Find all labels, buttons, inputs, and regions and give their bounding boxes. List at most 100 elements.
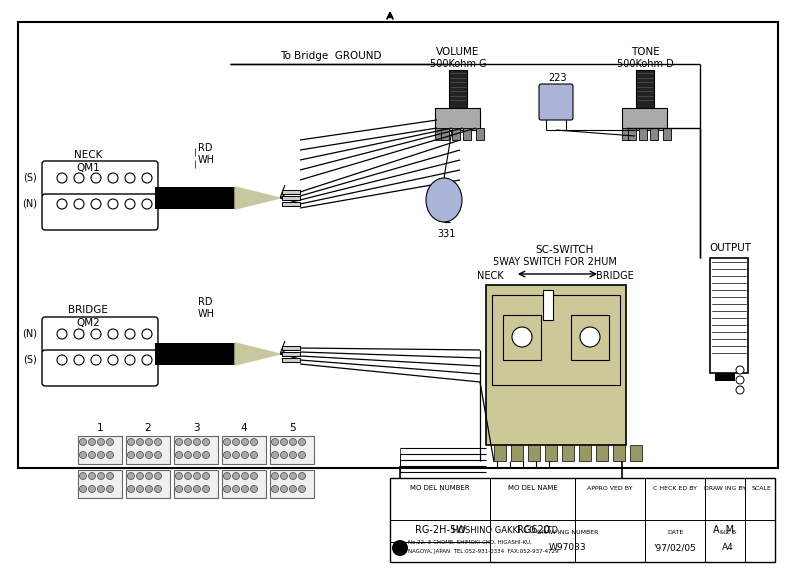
Bar bbox=[174, 470, 218, 498]
Circle shape bbox=[125, 173, 135, 183]
Bar bbox=[710, 258, 748, 373]
Text: WH: WH bbox=[198, 155, 215, 165]
Text: A4: A4 bbox=[722, 544, 734, 553]
Circle shape bbox=[125, 199, 135, 209]
Circle shape bbox=[98, 438, 105, 445]
Circle shape bbox=[154, 452, 162, 458]
Text: BRIDGE: BRIDGE bbox=[68, 305, 108, 315]
Circle shape bbox=[175, 486, 182, 492]
Circle shape bbox=[242, 486, 249, 492]
Text: OUTPUT: OUTPUT bbox=[709, 243, 751, 253]
Circle shape bbox=[142, 355, 152, 365]
Circle shape bbox=[154, 438, 162, 445]
Circle shape bbox=[79, 473, 86, 479]
Circle shape bbox=[250, 452, 258, 458]
Text: 500Kohm D: 500Kohm D bbox=[617, 59, 674, 69]
Text: NAGOYA, JAPAN  TEL:052-931-0334  FAX:052-937-4729: NAGOYA, JAPAN TEL:052-931-0334 FAX:052-9… bbox=[408, 549, 558, 554]
Circle shape bbox=[250, 473, 258, 479]
Bar bbox=[435, 108, 480, 130]
Circle shape bbox=[74, 199, 84, 209]
Circle shape bbox=[202, 473, 210, 479]
Text: (N): (N) bbox=[22, 329, 37, 339]
Circle shape bbox=[57, 173, 67, 183]
Bar bbox=[282, 358, 300, 362]
Text: 2: 2 bbox=[145, 423, 151, 433]
Circle shape bbox=[142, 329, 152, 339]
Circle shape bbox=[194, 452, 201, 458]
Circle shape bbox=[154, 473, 162, 479]
Circle shape bbox=[89, 452, 95, 458]
Circle shape bbox=[392, 540, 408, 556]
Circle shape bbox=[74, 173, 84, 183]
Bar bbox=[222, 436, 266, 464]
Bar bbox=[463, 128, 471, 140]
Circle shape bbox=[281, 473, 287, 479]
Text: DATE: DATE bbox=[667, 529, 683, 534]
Circle shape bbox=[98, 486, 105, 492]
Circle shape bbox=[89, 473, 95, 479]
Circle shape bbox=[290, 438, 297, 445]
Circle shape bbox=[185, 486, 191, 492]
Bar bbox=[476, 128, 484, 140]
Circle shape bbox=[146, 473, 153, 479]
Bar bbox=[545, 445, 557, 461]
Bar bbox=[486, 285, 626, 445]
Circle shape bbox=[281, 452, 287, 458]
Bar bbox=[449, 70, 467, 108]
Text: (N): (N) bbox=[22, 199, 37, 209]
Text: SIZ E: SIZ E bbox=[720, 529, 736, 534]
Bar bbox=[528, 445, 540, 461]
Text: DRAW ING NUMBER: DRAW ING NUMBER bbox=[538, 529, 598, 534]
Bar bbox=[282, 190, 300, 194]
Text: RG620: RG620 bbox=[517, 525, 550, 535]
Circle shape bbox=[223, 452, 230, 458]
Text: TONE: TONE bbox=[630, 47, 659, 57]
Text: WH: WH bbox=[198, 309, 215, 319]
Polygon shape bbox=[235, 343, 280, 365]
Text: 4: 4 bbox=[241, 423, 247, 433]
Bar bbox=[715, 373, 735, 381]
Circle shape bbox=[142, 173, 152, 183]
Text: (S): (S) bbox=[23, 355, 37, 365]
Bar bbox=[511, 445, 523, 461]
Circle shape bbox=[146, 486, 153, 492]
Bar bbox=[126, 470, 170, 498]
Circle shape bbox=[98, 452, 105, 458]
Bar bbox=[628, 128, 636, 140]
Circle shape bbox=[185, 438, 191, 445]
Bar bbox=[282, 346, 300, 350]
Bar bbox=[622, 128, 630, 140]
Circle shape bbox=[137, 473, 143, 479]
Text: HOSHINO GAKKI CO., LTD.: HOSHINO GAKKI CO., LTD. bbox=[452, 525, 561, 534]
Bar bbox=[270, 470, 314, 498]
Circle shape bbox=[223, 473, 230, 479]
Text: C HECK ED BY: C HECK ED BY bbox=[653, 486, 697, 491]
Bar bbox=[222, 470, 266, 498]
Circle shape bbox=[79, 452, 86, 458]
Circle shape bbox=[127, 452, 134, 458]
Circle shape bbox=[108, 199, 118, 209]
Bar bbox=[579, 445, 591, 461]
Bar bbox=[282, 196, 300, 200]
Circle shape bbox=[91, 355, 101, 365]
FancyBboxPatch shape bbox=[42, 194, 158, 230]
Circle shape bbox=[106, 438, 114, 445]
Bar bbox=[613, 445, 625, 461]
Circle shape bbox=[242, 438, 249, 445]
Text: 1: 1 bbox=[97, 423, 103, 433]
Text: QM2: QM2 bbox=[76, 318, 100, 328]
Circle shape bbox=[290, 473, 297, 479]
Circle shape bbox=[106, 452, 114, 458]
Bar bbox=[636, 70, 654, 108]
Text: MO DEL NAME: MO DEL NAME bbox=[508, 485, 558, 491]
Bar bbox=[174, 436, 218, 464]
Circle shape bbox=[125, 355, 135, 365]
Circle shape bbox=[242, 452, 249, 458]
Bar bbox=[282, 352, 300, 356]
Circle shape bbox=[91, 173, 101, 183]
Circle shape bbox=[106, 473, 114, 479]
Bar bbox=[78, 470, 122, 498]
Circle shape bbox=[137, 438, 143, 445]
Text: A. M.: A. M. bbox=[713, 525, 737, 535]
Circle shape bbox=[290, 452, 297, 458]
